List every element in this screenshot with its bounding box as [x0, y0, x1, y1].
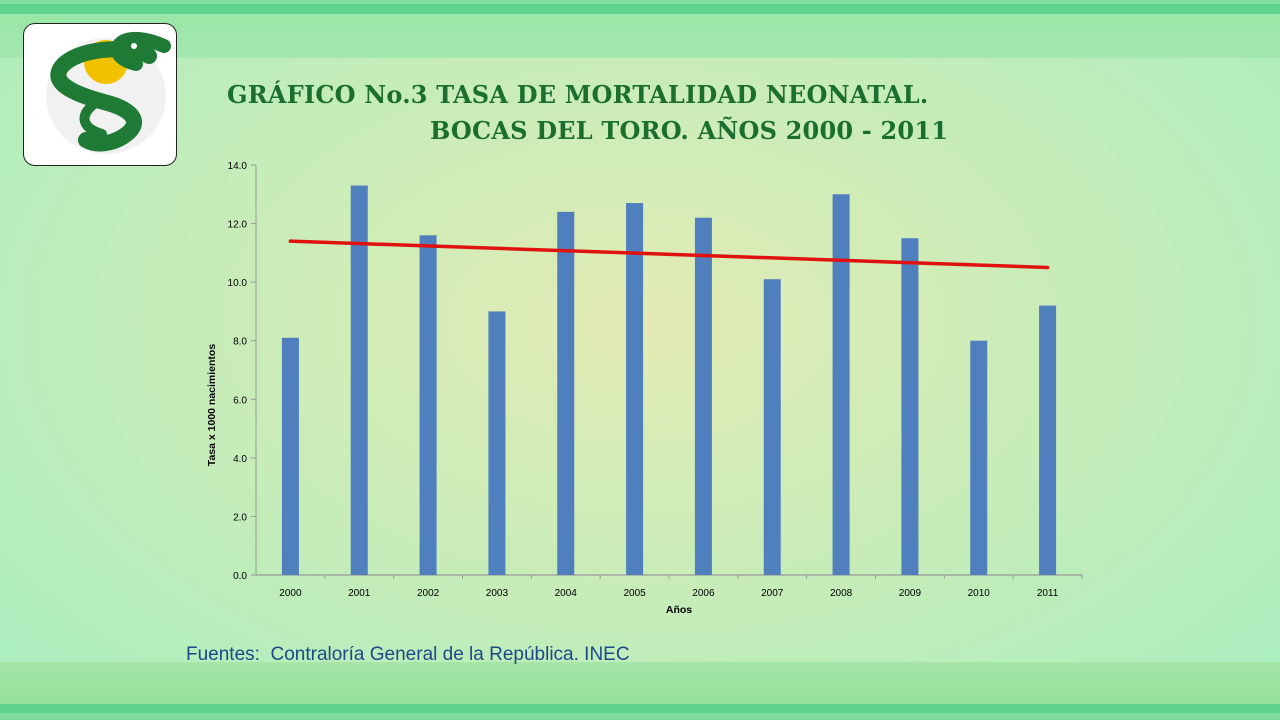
- x-tick-label: 2000: [279, 588, 302, 599]
- y-tick-label: 12.0: [228, 220, 248, 231]
- y-tick-label: 0.0: [233, 571, 247, 582]
- bar-2007: [763, 279, 781, 575]
- x-tick-label: 2011: [1037, 588, 1059, 599]
- x-tick-label: 2003: [486, 588, 509, 599]
- caduceus-serpent-logo-icon: [46, 32, 171, 154]
- y-tick-label: 10.0: [228, 278, 248, 289]
- trend-line: [288, 239, 1050, 270]
- y-tick-label: 8.0: [233, 337, 247, 348]
- bar-2001: [350, 185, 368, 575]
- x-tick-label: 2004: [555, 588, 578, 599]
- y-axis-label: Tasa x 1000 nacimientos: [206, 344, 218, 467]
- x-tick-label: 2008: [830, 588, 853, 599]
- bar-2006: [694, 217, 712, 575]
- y-tick-label: 14.0: [228, 161, 248, 172]
- bar-2010: [970, 340, 988, 575]
- bottom-band-line: [0, 704, 1280, 713]
- bar-2003: [488, 311, 506, 575]
- source-note: Fuentes: Contraloría General de la Repúb…: [186, 644, 630, 665]
- top-band-line: [0, 4, 1280, 14]
- x-axis-label: Años: [666, 604, 692, 616]
- x-tick-label: 2002: [417, 588, 440, 599]
- x-tick-label: 2010: [968, 588, 991, 599]
- bar-chart: 0.0 2.0 4.0 6.0 8.0 10.0 12.0 14.0 2000 2001 2002 2…: [206, 161, 1083, 616]
- y-tick-label: 2.0: [233, 512, 247, 523]
- x-tick-label: 2009: [899, 588, 922, 599]
- x-tick-label: 2007: [761, 588, 784, 599]
- bar-2004: [557, 211, 575, 575]
- x-tick-label: 2005: [623, 588, 646, 599]
- chart-title-line2: BOCAS DEL TORO. AÑOS 2000 - 2011: [430, 116, 949, 145]
- x-tick-label: 2006: [692, 588, 715, 599]
- bar-2009: [901, 238, 919, 575]
- chart-title-line1: GRÁFICO No.3 TASA DE MORTALIDAD NEONATAL…: [227, 80, 929, 109]
- bar-2002: [419, 235, 437, 575]
- bar-2008: [832, 194, 850, 575]
- logo: [23, 23, 177, 166]
- y-tick-label: 4.0: [233, 454, 247, 465]
- x-tick-label: 2001: [348, 588, 371, 599]
- bar-2011: [1039, 305, 1057, 575]
- y-tick-label: 6.0: [233, 395, 247, 406]
- bar-2000: [281, 337, 299, 575]
- bar-2005: [626, 203, 644, 576]
